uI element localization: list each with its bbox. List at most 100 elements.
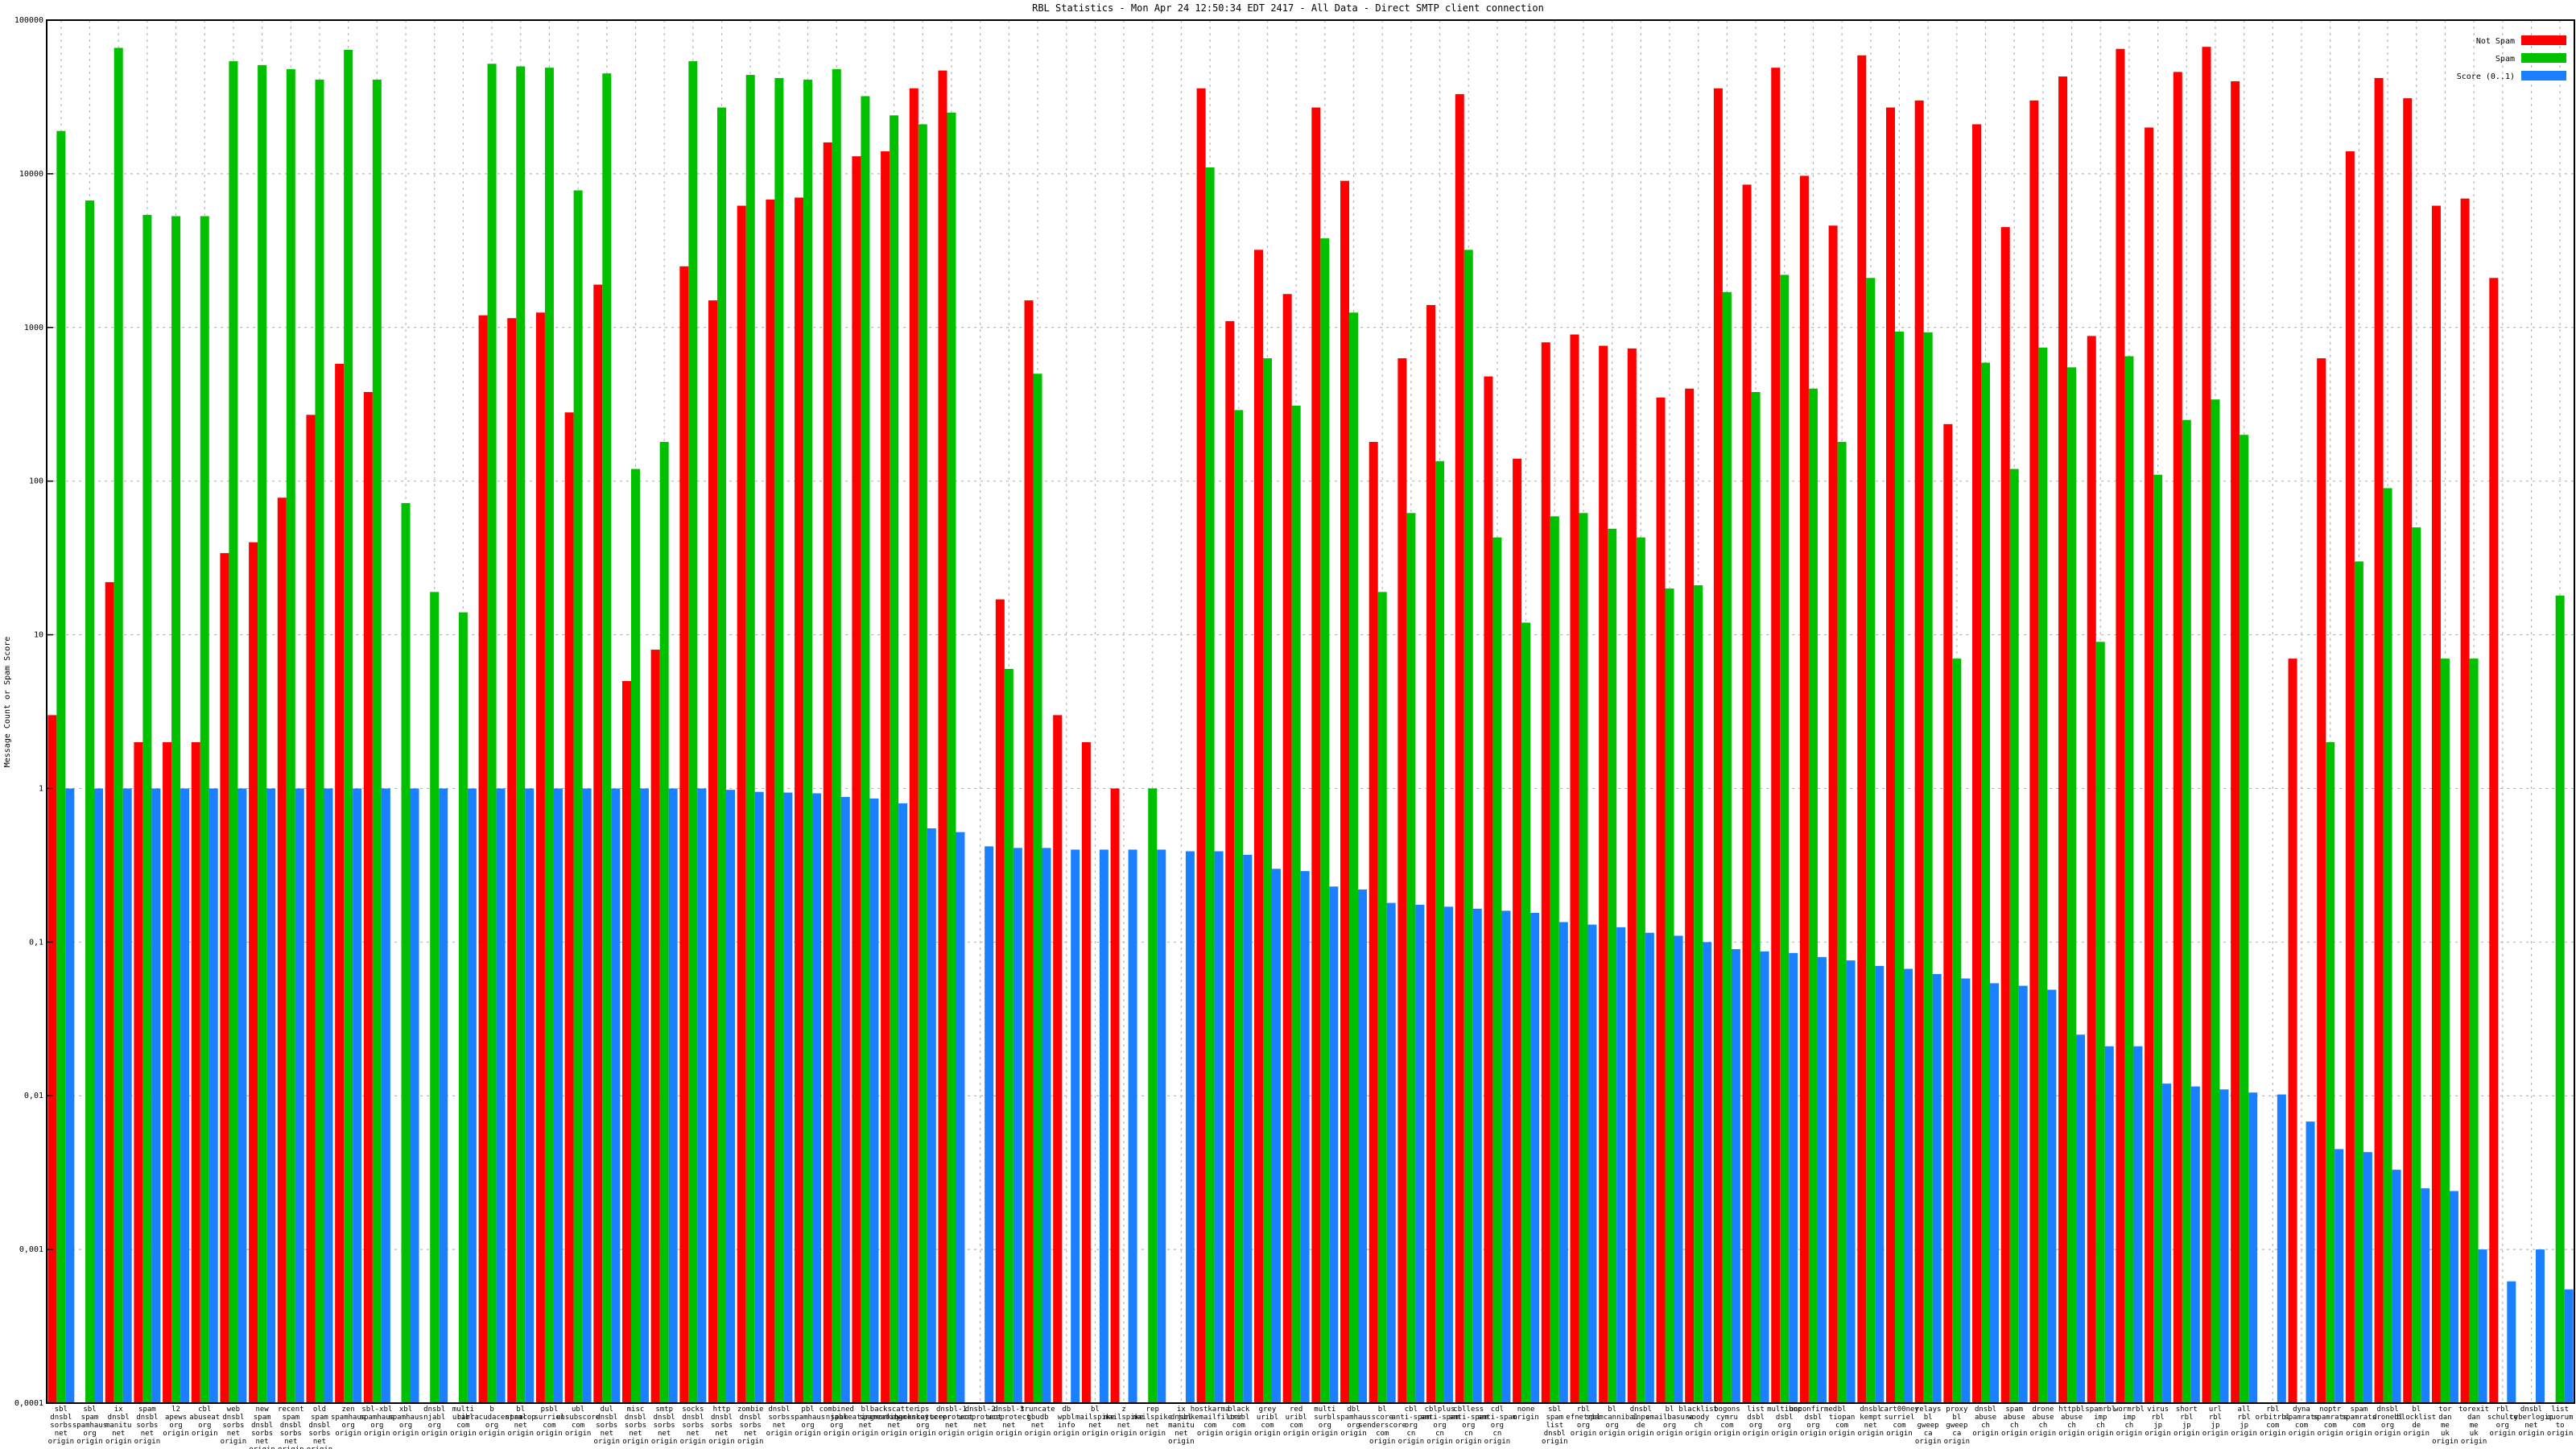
bar-score (1587, 924, 1597, 1403)
x-tick-label: bogons cymru com origin (1714, 1406, 1740, 1438)
bar-spam (1636, 537, 1645, 1403)
bar-score (1875, 965, 1885, 1403)
bar-not-spam (1110, 788, 1120, 1403)
bar-not-spam (1570, 334, 1579, 1403)
x-tick-label: grey uribl com origin (1254, 1406, 1281, 1438)
legend-swatch (2521, 35, 2566, 45)
bar-not-spam (220, 553, 229, 1403)
bar-spam (142, 214, 152, 1404)
bar-spam (1492, 537, 1502, 1403)
x-tick-label: sbl spam spamhaus org origin (72, 1406, 107, 1446)
bar-score (1789, 952, 1798, 1403)
x-tick-label: web dnsbl sorbs net origin (221, 1406, 247, 1446)
legend: Not Spam Spam Score (0..1) (2457, 35, 2566, 81)
x-tick-label: cart00ney surriel com origin (1880, 1406, 1919, 1438)
y-axis-label: Message Count or Spam Score (3, 637, 12, 768)
bar-score (1185, 851, 1195, 1403)
bar-score (840, 797, 850, 1403)
bar-score (553, 788, 563, 1403)
bar-not-spam (621, 681, 631, 1403)
bar-score (1932, 973, 1942, 1403)
x-tick-label: unconfirmed dsbl org origin (1790, 1406, 1838, 1438)
x-tick-label: truncate gbudb net origin (1020, 1406, 1055, 1438)
x-tick-label: newspamdnsblsorbsnetorigin (249, 1406, 275, 1449)
bar-score (812, 793, 822, 1403)
bar-score (525, 788, 535, 1403)
bar-score (2248, 1092, 2258, 1403)
bar-score (2018, 985, 2028, 1403)
x-tick-label: red uribl com origin (1283, 1406, 1310, 1438)
bar-not-spam (737, 205, 746, 1403)
x-tick-label: sbl-xbl spamhaus org origin (360, 1406, 394, 1438)
bar-not-spam (1282, 294, 1292, 1403)
bar-spam (1894, 331, 1904, 1403)
bar-not-spam (2116, 48, 2125, 1404)
bar-spam (1751, 391, 1761, 1403)
bar-not-spam (163, 741, 172, 1403)
bar-not-spam (1311, 107, 1321, 1403)
x-tick-label: cbl anti-spam org cn origin (1391, 1406, 1430, 1446)
bar-score (2190, 1086, 2200, 1403)
bar-not-spam (1513, 458, 1522, 1403)
bar-score (1157, 849, 1166, 1403)
y-tick-label: 100 (29, 477, 43, 486)
bar-score (2162, 1084, 2172, 1403)
bar-score (1300, 871, 1310, 1403)
bar-spam (2124, 356, 2134, 1403)
bar-score (1358, 889, 1368, 1403)
bar-spam (372, 79, 382, 1403)
x-tick-label: cdl anti-spam org cn origin (1478, 1406, 1517, 1446)
x-tick-label: dnsbl kempt net origin (1858, 1406, 1885, 1438)
bar-score (1243, 854, 1253, 1403)
x-tick-label: virus rbl jp origin (2145, 1406, 2171, 1438)
bars-layer (47, 47, 2574, 1404)
bar-not-spam (277, 497, 287, 1403)
x-tick-label: multihop dsbl org origin (1767, 1406, 1802, 1438)
bar-not-spam (47, 715, 57, 1403)
bar-not-spam (1857, 55, 1867, 1404)
bar-spam (315, 79, 324, 1403)
bar-score (122, 788, 132, 1403)
bar-spam (430, 592, 440, 1403)
bar-spam (2326, 741, 2335, 1403)
bar-not-spam (1053, 715, 1063, 1403)
x-tick-label: dnsbl cyberlogic net origin (2509, 1406, 2553, 1438)
bar-score (2076, 1034, 2086, 1403)
x-tick-label: db wpbl info origin (1053, 1406, 1080, 1438)
x-tick-label: zombie dnsbl sorbs net origin (737, 1406, 764, 1446)
bar-not-spam (1397, 358, 1407, 1404)
bar-spam (1377, 592, 1387, 1403)
bar-spam (401, 502, 411, 1403)
y-tick-label: 0,01 (24, 1092, 43, 1100)
bar-spam (1435, 460, 1445, 1403)
bar-score (1760, 951, 1769, 1403)
bar-spam (2469, 658, 2479, 1403)
bar-not-spam (1455, 93, 1464, 1403)
bar-score (1444, 906, 1454, 1403)
bar-not-spam (1799, 175, 1809, 1403)
bar-score (2478, 1249, 2487, 1403)
bar-not-spam (1081, 741, 1091, 1403)
x-tick-label: dyna spamrats com origin (2284, 1406, 2318, 1438)
bar-score (2047, 989, 2057, 1403)
bar-spam (1808, 388, 1818, 1403)
bar-spam (1866, 278, 1876, 1403)
bar-not-spam (335, 363, 345, 1404)
x-tick-label: rbl orbitrbl com origin (2256, 1406, 2290, 1438)
bar-score (697, 788, 707, 1403)
x-tick-label: rbl schulte org origin (2487, 1406, 2518, 1438)
x-tick-label: list quorum to origin (2547, 1406, 2574, 1438)
bar-spam (602, 73, 612, 1404)
bar-score (2535, 1249, 2545, 1403)
x-tick-label: wormrbl imp ch origin (2114, 1406, 2145, 1438)
bar-not-spam (1685, 388, 1695, 1403)
bar-score (927, 828, 936, 1403)
y-tick-label: 0,1 (29, 938, 43, 947)
bar-not-spam (909, 88, 919, 1404)
bar-not-spam (1340, 180, 1350, 1403)
bar-score (1386, 902, 1396, 1403)
bar-not-spam (1599, 345, 1608, 1403)
bar-not-spam (852, 156, 861, 1403)
